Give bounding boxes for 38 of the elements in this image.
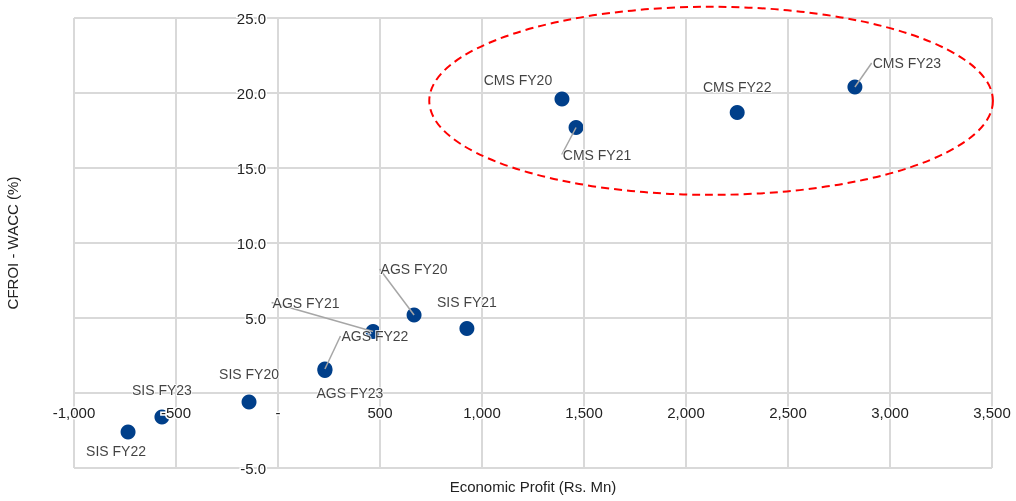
annotation: CMS FY20 (483, 72, 553, 88)
annotation: AGS FY20 (380, 261, 448, 277)
point (406, 307, 422, 323)
annotation: CMS FY21 (562, 146, 632, 163)
annotation: CMS FY22 (702, 78, 772, 95)
point (241, 394, 257, 410)
point (554, 91, 570, 107)
point (120, 424, 136, 440)
x-axis-title: Economic Profit (Rs. Mn) (449, 478, 617, 495)
y-tick-label: 25.0 (236, 9, 266, 27)
point (847, 79, 863, 95)
y-tick-label: 5.0 (245, 309, 266, 327)
point (459, 321, 475, 336)
annotation: AGS FY21 (272, 294, 340, 311)
annotation: SIS FY21 (436, 293, 498, 310)
x-tick-label: -500 (160, 404, 192, 421)
x-tick-label: 3,000 (871, 404, 909, 421)
x-tick-label: 1,500 (565, 404, 603, 421)
x-tick-label: 2,000 (667, 404, 705, 421)
x-tick-label: - (275, 404, 281, 421)
annotation: SIS FY22 (86, 443, 147, 459)
annotation: CMS FY23 (872, 55, 942, 71)
x-tick-label: 2,500 (769, 404, 807, 421)
y-axis-title: CFROI - WACC (%) (4, 176, 21, 310)
annotation: AGS FY23 (316, 384, 384, 401)
annotation: AGS FY22 (341, 328, 409, 344)
y-tick-label: 20.0 (236, 84, 266, 102)
x-tick-label: 500 (367, 404, 393, 421)
y-tick-label: 15.0 (236, 159, 266, 177)
x-tick-label: -1,000 (52, 404, 96, 421)
y-tick-label: 10.0 (236, 234, 266, 252)
annotation: SIS FY23 (131, 382, 193, 398)
point (568, 120, 584, 135)
annotation: SIS FY20 (219, 366, 280, 382)
x-tick-label: 3,500 (973, 404, 1011, 421)
x-tick-label: 1,000 (463, 404, 501, 421)
y-tick-label: -5.0 (240, 459, 266, 477)
point (729, 105, 745, 120)
